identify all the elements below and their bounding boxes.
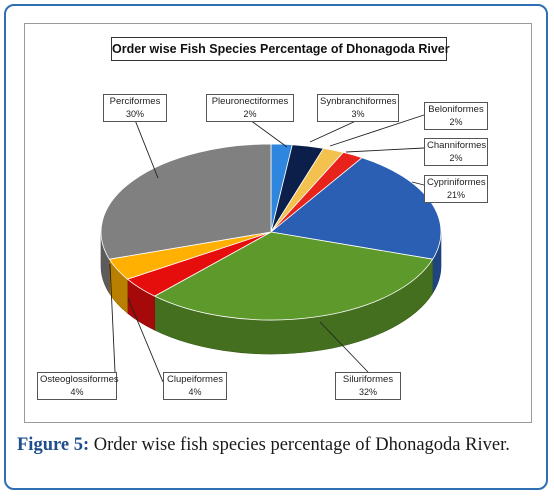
data-label-osteoglossiformes: Osteoglossiformes 4%	[37, 372, 119, 400]
figure-caption-text: Order wise fish species percentage of Dh…	[89, 435, 510, 455]
data-label-name: Synbranchiformes	[320, 96, 397, 107]
data-label-value: 21%	[446, 190, 465, 200]
data-label-name: Osteoglossiformes	[40, 374, 119, 385]
data-label-pleuronectiformes: Pleuronectiformes 2%	[206, 94, 294, 122]
data-label-beloniformes: Beloniformes 2%	[424, 102, 488, 130]
data-label-name: Clupeiformes	[167, 374, 223, 385]
leader-line-siluriformes	[319, 321, 369, 373]
chart-title: Order wise Fish Species Percentage of Dh…	[111, 37, 450, 61]
data-label-siluriformes: Siluriformes 32%	[335, 372, 401, 400]
figure-caption: Figure 5: Order wise fish species percen…	[17, 435, 510, 456]
data-label-clupeiformes: Clupeiformes 4%	[163, 372, 227, 400]
data-label-channiformes: Channiformes 2%	[424, 138, 488, 166]
pie-slice-siluriformes	[153, 231, 434, 321]
leader-line-pleuronectiformes	[249, 119, 288, 148]
data-label-name: Cypriniformes	[427, 177, 486, 188]
data-label-value: 32%	[358, 387, 377, 397]
leader-line-cypriniformes	[411, 181, 425, 186]
data-label-value: 4%	[70, 387, 84, 397]
data-label-value: 2%	[449, 117, 463, 127]
data-label-synbranchiformes: Synbranchiformes 3%	[317, 94, 399, 122]
data-label-value: 2%	[449, 153, 463, 163]
data-label-name: Perciformes	[109, 96, 161, 107]
data-label-name: Beloniformes	[428, 104, 484, 115]
data-label-value: 2%	[243, 109, 257, 119]
leader-line-perciformes	[134, 119, 159, 179]
leader-line-channiformes	[345, 147, 425, 153]
leader-line-synbranchiformes	[309, 119, 359, 143]
data-label-value: 30%	[125, 109, 144, 119]
leader-line-beloniformes	[329, 114, 425, 147]
leader-line-clupeiformes	[127, 297, 164, 383]
data-label-value: 3%	[351, 109, 365, 119]
data-label-cypriniformes: Cypriniformes 21%	[424, 175, 488, 203]
leader-line-osteoglossiformes	[109, 263, 116, 373]
data-label-name: Siluriformes	[342, 374, 394, 385]
pie-slice-perciformes	[100, 143, 272, 260]
figure-label: Figure 5:	[17, 435, 90, 455]
data-label-value: 4%	[188, 387, 202, 397]
data-label-name: Pleuronectiformes	[211, 96, 289, 107]
data-label-perciformes: Perciformes 30%	[103, 94, 167, 122]
data-label-name: Channiformes	[427, 140, 487, 151]
